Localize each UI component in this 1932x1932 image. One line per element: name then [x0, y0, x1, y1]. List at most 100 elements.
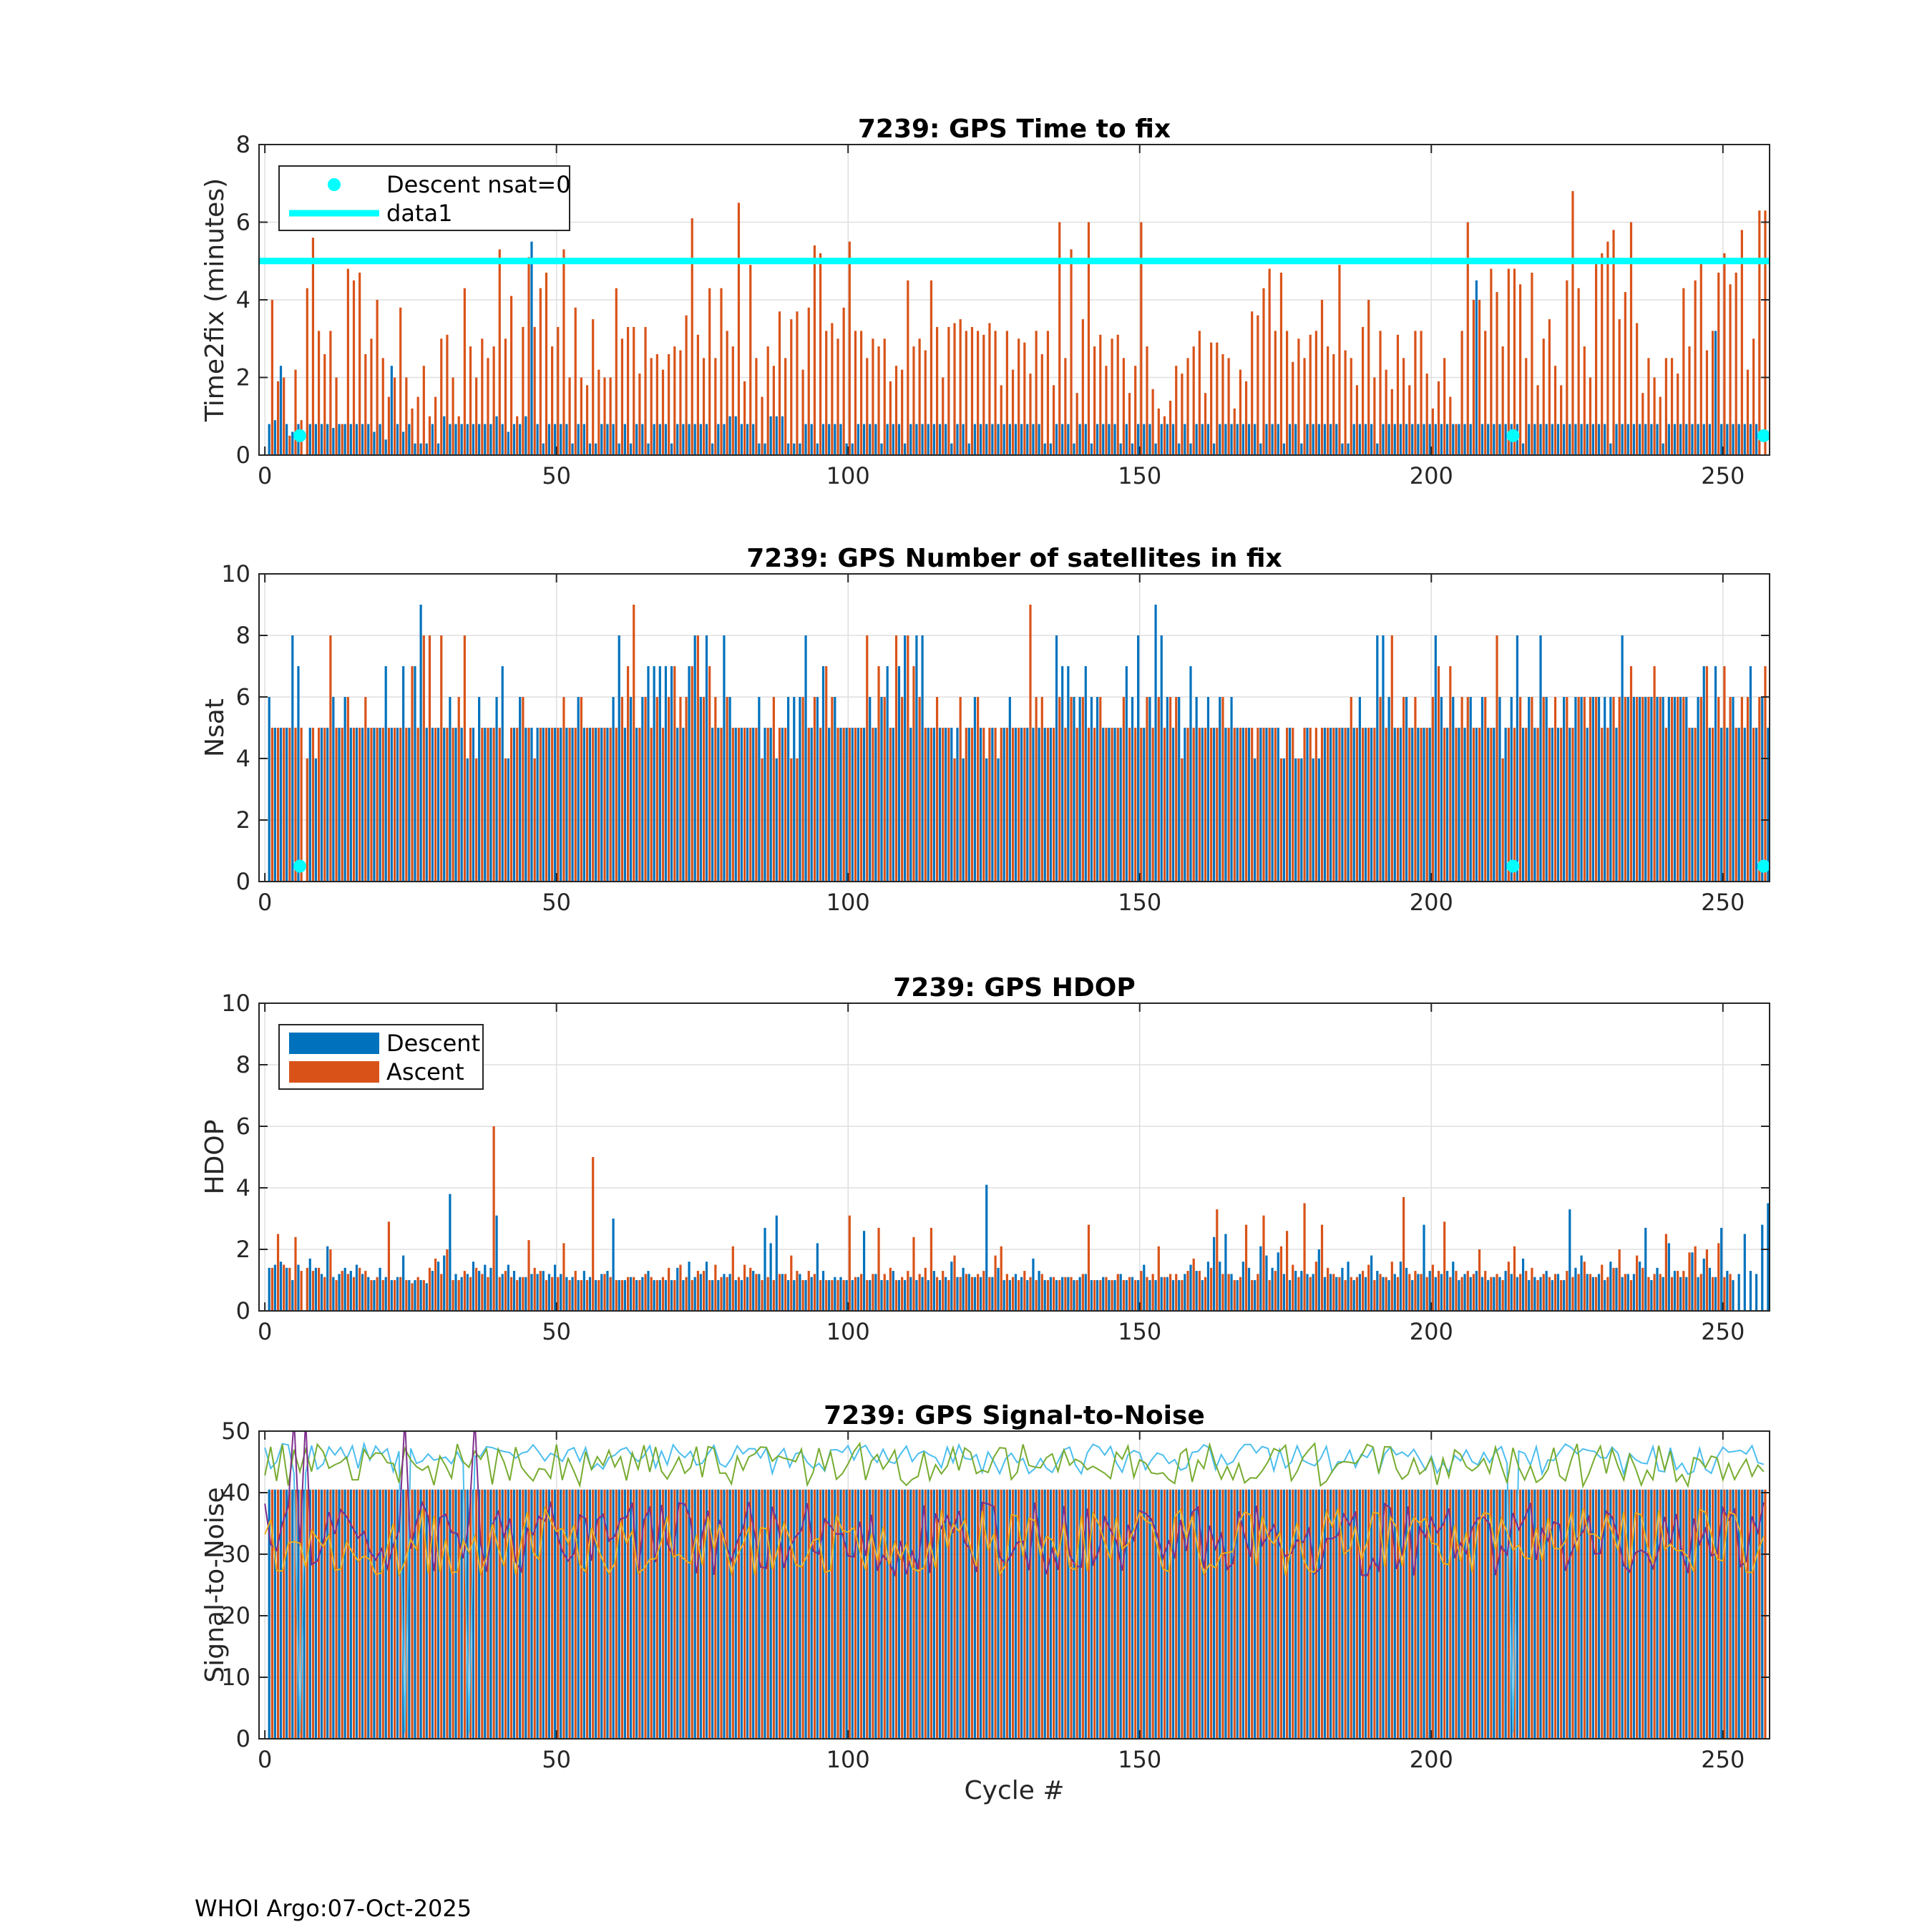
- ascent-bar: [1373, 728, 1376, 882]
- descent-bar: [1084, 666, 1087, 882]
- descent-bar: [711, 728, 714, 882]
- ascent-bar: [1146, 1489, 1148, 1739]
- ascent-bar: [585, 1489, 589, 1739]
- descent-bar: [1405, 697, 1408, 882]
- ascent-bar: [1560, 385, 1563, 455]
- descent-bar: [449, 1489, 452, 1739]
- descent-bar: [1137, 635, 1140, 882]
- ascent-bar: [1303, 1203, 1306, 1311]
- ascent-bar: [1175, 697, 1178, 882]
- ascent-bar: [1251, 728, 1254, 882]
- descent-bar: [781, 728, 784, 882]
- descent-bar: [384, 666, 387, 882]
- descent-bar: [1498, 424, 1501, 455]
- descent-bar: [1743, 1489, 1746, 1739]
- descent-bar: [787, 443, 790, 455]
- ascent-bar: [877, 1489, 880, 1739]
- descent-bar: [1189, 443, 1192, 455]
- ascent-bar: [1163, 416, 1166, 455]
- ascent-bar: [848, 1215, 851, 1311]
- ascent-bar: [1198, 331, 1201, 455]
- descent-bar: [326, 1489, 329, 1739]
- ascent-bar: [481, 1274, 484, 1311]
- descent-bar: [1370, 728, 1373, 882]
- descent-bar: [565, 424, 568, 455]
- ascent-bar: [1425, 1489, 1428, 1739]
- descent-bar: [379, 424, 381, 455]
- ascent-bar: [1449, 1489, 1452, 1739]
- descent-bar: [699, 1274, 702, 1311]
- descent-bar: [582, 728, 585, 882]
- ascent-bar: [935, 697, 939, 882]
- descent-bar: [1049, 1489, 1052, 1739]
- ascent-bar: [434, 1258, 437, 1311]
- y-tick-label: 10: [221, 560, 250, 587]
- ascent-bar: [1390, 1262, 1393, 1311]
- ascent-bar: [1210, 1267, 1213, 1311]
- descent-bar: [431, 1489, 434, 1739]
- ascent-bar: [551, 728, 554, 882]
- ascent-bar: [1279, 1246, 1283, 1311]
- descent-bar: [588, 443, 592, 455]
- ascent-bar: [726, 1277, 728, 1311]
- ascent-bar: [1169, 401, 1172, 455]
- descent-bar: [1551, 1280, 1553, 1311]
- descent-bar: [1382, 1489, 1385, 1739]
- descent-bar: [384, 1277, 387, 1311]
- descent-bar: [1667, 697, 1670, 882]
- descent-bar: [1597, 424, 1601, 455]
- ascent-bar: [825, 666, 828, 882]
- descent-bar: [1556, 1489, 1560, 1739]
- descent-bar: [460, 1277, 463, 1311]
- descent-bar: [1055, 1280, 1058, 1311]
- descent-bar: [436, 728, 440, 882]
- ascent-bar: [1735, 728, 1737, 882]
- descent-bar: [1038, 728, 1040, 882]
- ascent-bar: [685, 1489, 688, 1739]
- descent-bar: [414, 1489, 416, 1739]
- legend-label: Descent nsat=0: [386, 171, 571, 198]
- descent-bar: [1078, 1489, 1081, 1739]
- descent-bar: [396, 1277, 399, 1311]
- ascent-bar: [1601, 253, 1604, 455]
- ascent-bar: [918, 338, 921, 455]
- descent-bar: [728, 1274, 731, 1311]
- ascent-bar: [982, 1271, 985, 1311]
- descent-bar: [1498, 1489, 1501, 1739]
- ascent-bar: [585, 385, 589, 455]
- ascent-bar: [516, 1489, 519, 1739]
- ascent-bar: [691, 218, 693, 455]
- ascent-bar: [562, 1489, 565, 1739]
- descent-bar: [495, 1215, 498, 1311]
- descent-bar: [723, 1489, 726, 1739]
- ascent-bar: [842, 728, 845, 882]
- descent-bar: [1475, 728, 1478, 882]
- descent-bar: [880, 1489, 883, 1739]
- descent-bar: [1282, 443, 1286, 455]
- ascent-bar: [1099, 697, 1102, 882]
- ascent-bar: [1612, 1489, 1615, 1739]
- ascent-bar: [1717, 1243, 1720, 1311]
- descent-bar: [1516, 1277, 1519, 1311]
- descent-bar: [909, 728, 912, 882]
- y-tick-label: 20: [221, 1602, 250, 1629]
- descent-bar: [1621, 1489, 1624, 1739]
- ascent-bar: [318, 728, 321, 882]
- descent-bar: [1761, 697, 1764, 882]
- descent-bar: [740, 1280, 743, 1311]
- ascent-bar: [977, 331, 980, 455]
- descent-bar: [834, 1277, 836, 1311]
- ascent-bar: [1257, 1489, 1259, 1739]
- ascent-bar: [1105, 728, 1108, 882]
- descent-bar: [1026, 1280, 1029, 1311]
- ascent-bar: [1140, 1489, 1143, 1739]
- descent-bar: [1417, 728, 1420, 882]
- y-tick-label: 40: [221, 1479, 250, 1506]
- descent-bar: [1096, 697, 1099, 882]
- descent-bar: [1131, 443, 1134, 455]
- ascent-bar: [352, 1489, 356, 1739]
- ascent-bar: [685, 315, 688, 455]
- ascent-bar: [1472, 1489, 1475, 1739]
- descent-bar: [553, 1264, 557, 1311]
- ascent-bar: [457, 1489, 460, 1739]
